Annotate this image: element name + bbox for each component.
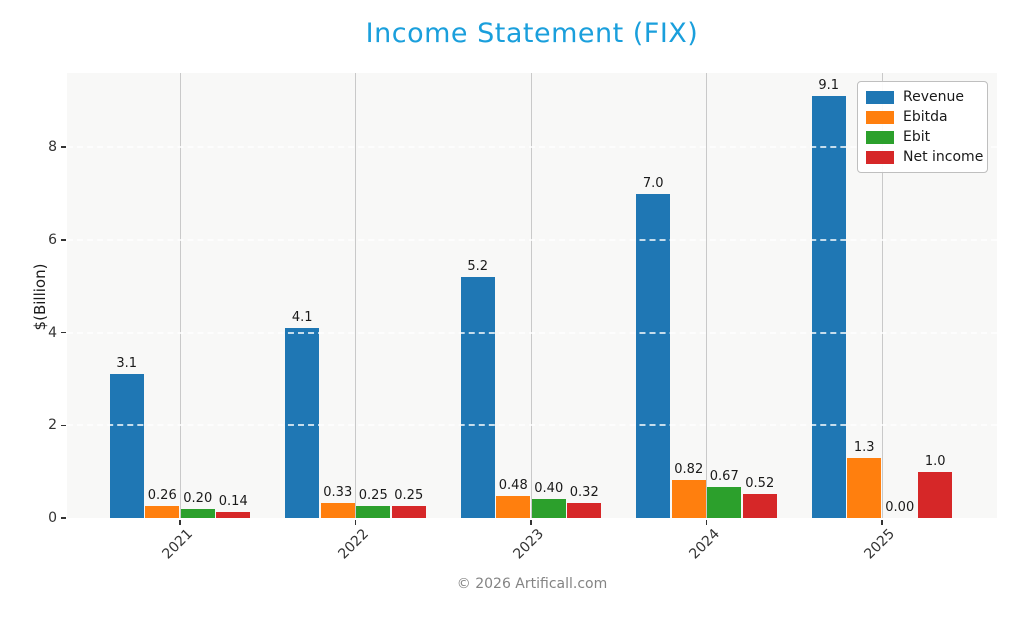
gridline-vertical-2021 (179, 73, 181, 518)
y-tick-label: 4 (48, 324, 57, 341)
x-tick-mark (881, 520, 883, 525)
bar-value-label: 0.33 (323, 484, 353, 500)
y-tick-mark (61, 239, 66, 241)
y-axis-label: $(Billion) (31, 263, 49, 331)
gridline-horizontal-6 (67, 238, 997, 241)
ebitda-swatch-icon (866, 110, 894, 124)
bar-net-income-2022 (391, 506, 426, 518)
x-tick-mark (354, 520, 357, 525)
legend-item-revenue: Revenue (866, 87, 979, 107)
legend-item-ebitda: Ebitda (866, 107, 979, 127)
bar-value-label: 7.0 (642, 175, 664, 191)
bar-net-income-2021 (216, 511, 251, 518)
y-tick-label: 6 (48, 231, 57, 248)
bar-value-label: 1.3 (853, 439, 875, 455)
bar-value-label: 0.14 (218, 493, 248, 509)
bar-net-income-2023 (567, 503, 602, 518)
gridline-vertical-2022 (355, 73, 356, 518)
bar-revenue-2021 (109, 374, 144, 518)
bar-value-label: 0.67 (709, 468, 739, 484)
x-tick-label-2025: 2025 (861, 526, 899, 563)
x-tick-label-2021: 2021 (159, 526, 197, 563)
bar-ebitda-2021 (145, 505, 180, 518)
bar-value-label: 1.0 (924, 453, 946, 469)
x-tick-mark (705, 520, 708, 525)
bar-value-label: 0.32 (569, 485, 599, 501)
ebit-swatch-icon (866, 130, 894, 144)
y-tick-label: 2 (48, 417, 57, 434)
x-tick-mark (179, 520, 181, 525)
x-tick-mark (530, 520, 532, 525)
gridline-horizontal-2 (67, 424, 997, 427)
bar-ebitda-2024 (671, 479, 706, 518)
bar-value-label: 0.25 (358, 488, 388, 504)
bar-revenue-2023 (460, 276, 495, 518)
bar-value-label: 0.26 (147, 487, 177, 503)
bar-revenue-2022 (285, 327, 320, 518)
bar-net-income-2025 (918, 471, 953, 518)
legend-item-ebit: Ebit (866, 127, 979, 147)
gridline-vertical-2023 (530, 73, 532, 518)
bar-value-label: 0.52 (745, 475, 775, 491)
y-tick-mark (61, 517, 66, 519)
bar-value-label: 4.1 (291, 309, 313, 325)
net-income-swatch-icon (866, 150, 894, 164)
legend-label: Ebitda (903, 109, 948, 125)
gridline-vertical-2024 (706, 73, 707, 518)
bar-ebitda-2025 (847, 457, 882, 518)
bar-value-label: 0.40 (534, 481, 564, 497)
x-tick-label-2024: 2024 (686, 526, 723, 563)
gridline-vertical-2025 (881, 73, 883, 518)
bar-ebit-2023 (531, 499, 566, 518)
legend: Revenue Ebitda Ebit Net income (857, 81, 988, 173)
bar-value-label: 0.48 (498, 477, 528, 493)
gridline-horizontal-8 (67, 146, 997, 149)
bar-ebitda-2023 (496, 495, 531, 518)
y-tick-mark (61, 331, 66, 334)
bar-value-label: 0.82 (674, 461, 704, 477)
x-tick-label-2022: 2022 (335, 526, 372, 563)
gridline-horizontal-4 (67, 331, 997, 334)
bar-value-label: 9.1 (818, 78, 840, 94)
bar-ebit-2021 (180, 508, 215, 518)
bar-value-label: 0.25 (394, 488, 424, 504)
y-tick-mark (61, 424, 66, 427)
chart-title: Income Statement (FIX) (365, 18, 699, 49)
legend-label: Ebit (903, 129, 931, 145)
revenue-swatch-icon (866, 90, 894, 104)
bar-net-income-2024 (742, 493, 777, 518)
legend-label: Net income (903, 149, 984, 165)
bar-ebit-2024 (707, 486, 742, 518)
legend-label: Revenue (903, 89, 964, 105)
copyright-footer: © 2026 Artificall.com (456, 576, 608, 592)
bar-value-label: 0.20 (183, 490, 213, 506)
legend-item-net-income: Net income (866, 147, 983, 167)
bar-value-label: 0.00 (885, 500, 915, 515)
bar-value-label: 5.2 (467, 258, 489, 274)
bar-ebitda-2022 (320, 502, 355, 518)
y-tick-mark (61, 146, 66, 148)
x-tick-label-2023: 2023 (510, 526, 548, 563)
bar-revenue-2024 (636, 193, 671, 518)
y-tick-label: 8 (48, 139, 57, 156)
bar-revenue-2025 (811, 96, 846, 518)
bar-ebit-2022 (356, 506, 391, 518)
y-tick-label: 0 (48, 510, 57, 526)
bar-value-label: 3.1 (116, 356, 138, 372)
